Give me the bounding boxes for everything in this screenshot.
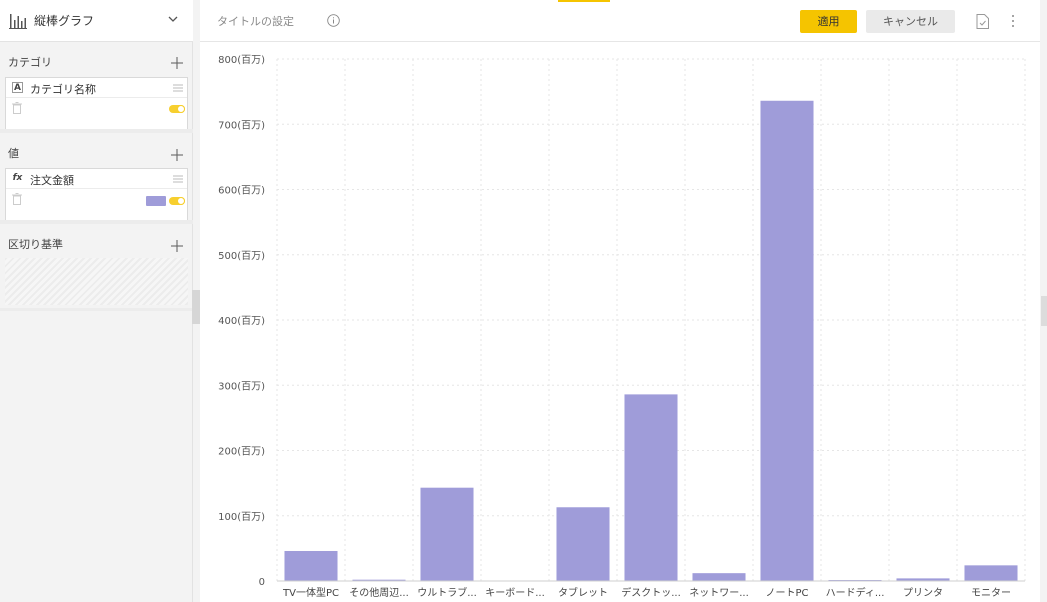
category-heading: カテゴリ [8,56,52,69]
y-tick-label: 500(百万) [218,250,265,262]
value-section: 値 fx 注文金額 [0,133,193,223]
document-icon[interactable] [976,14,989,29]
bar[interactable] [284,550,338,581]
add-split-icon[interactable] [170,239,184,253]
cancel-button[interactable]: キャンセル [866,10,955,33]
series-color-swatch[interactable] [146,196,166,206]
category-field-name: カテゴリ名称 [30,83,96,96]
formula-type-icon: fx [12,173,23,183]
add-category-icon[interactable] [170,56,184,70]
visibility-toggle[interactable] [169,105,185,113]
bar[interactable] [352,579,406,581]
trash-icon[interactable] [12,193,22,205]
drag-handle-icon[interactable] [173,175,183,183]
title-setting-link[interactable]: タイトルの設定 [217,15,294,28]
trash-icon[interactable] [12,102,22,114]
section-divider [0,220,193,224]
panel-resize-handle[interactable] [192,290,200,324]
apply-button[interactable]: 適用 [800,10,857,33]
bar[interactable] [420,487,474,581]
value-field-name: 注文金額 [30,174,74,187]
x-tick-label: その他周辺... [349,586,409,599]
bar[interactable] [760,100,814,581]
y-tick-label: 100(百万) [218,511,265,523]
add-value-icon[interactable] [170,148,184,162]
category-section: カテゴリ A カテゴリ名称 [0,42,193,132]
bar[interactable] [624,394,678,581]
x-tick-label: TV一体型PC [282,586,339,599]
bar[interactable] [692,573,746,581]
bar-chart: 0 100(百万) 200(百万) 300(百万) 400(百万) 500(百万) 600(… [218,54,1026,599]
chart-editor: タイトルの設定 適用 キャンセル 0 100(百万) 200(百万) 300(百万) 4… [200,0,1040,602]
category-field-card[interactable]: A カテゴリ名称 [5,77,188,131]
chevron-down-icon[interactable] [166,12,180,26]
chart-type-label: 縦棒グラフ [34,14,95,28]
y-tick-label: 200(百万) [218,446,265,458]
x-tick-label: ハードディ... [826,586,885,599]
value-field-card[interactable]: fx 注文金額 [5,168,188,222]
y-tick-label: 600(百万) [218,185,265,197]
category-field-row: A カテゴリ名称 [6,78,187,98]
y-tick-label: 300(百万) [218,380,265,392]
section-divider [0,308,193,311]
x-tick-label: キーボード... [485,587,545,599]
chart-type-selector[interactable]: 縦棒グラフ [0,0,193,42]
split-section: 区切り基準 [0,224,193,314]
y-tick-label: 0 [259,577,265,588]
section-divider [0,129,193,133]
bar-chart-icon [9,14,27,29]
text-type-icon: A [12,82,23,93]
bar[interactable] [896,578,950,581]
active-indicator [558,0,610,2]
x-tick-label: タブレット [558,586,608,599]
x-tick-label: ウルトラブ... [417,586,477,599]
info-icon[interactable] [327,14,340,27]
field-settings-panel: 縦棒グラフ カテゴリ A カテゴリ名称 [0,0,193,602]
y-tick-label: 800(百万) [218,54,265,66]
right-resize-handle[interactable] [1041,296,1047,326]
editor-toolbar: タイトルの設定 適用 キャンセル [200,0,1040,42]
drag-handle-icon[interactable] [173,84,183,92]
split-heading: 区切り基準 [8,238,63,251]
y-tick-label: 400(百万) [218,315,265,327]
x-tick-label: プリンタ [903,587,943,599]
value-heading: 値 [8,147,19,160]
value-field-row: fx 注文金額 [6,169,187,189]
split-drop-zone[interactable] [5,258,188,305]
more-vertical-icon[interactable] [1010,14,1016,28]
x-tick-label: モニター [971,587,1011,599]
x-tick-label: ノートPC [765,588,808,599]
x-tick-label: ネットワー... [689,587,749,599]
y-tick-label: 700(百万) [218,119,265,131]
bar[interactable] [964,565,1018,581]
x-tick-label: デスクトッ... [621,586,681,599]
bar[interactable] [556,507,610,581]
visibility-toggle[interactable] [169,197,185,205]
